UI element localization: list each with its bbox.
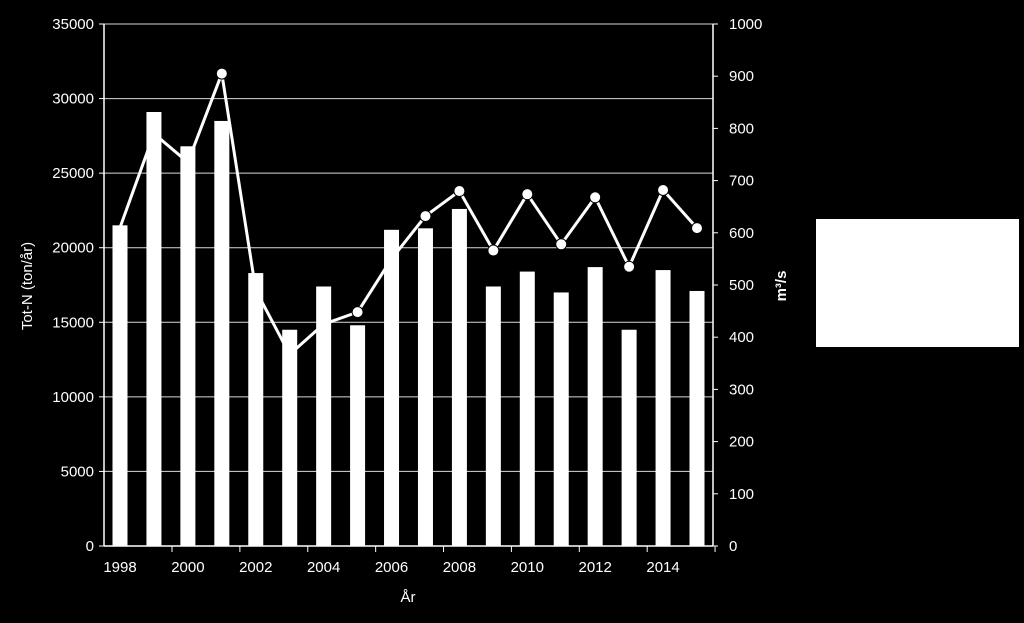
right-tick-label: 800 — [729, 120, 754, 137]
line-point — [623, 260, 636, 273]
line-point — [657, 183, 670, 196]
x-tick-label: 2012 — [578, 559, 611, 576]
line-point — [419, 210, 432, 223]
bar-series — [112, 111, 705, 547]
line-point — [453, 185, 466, 198]
bar — [282, 329, 298, 546]
right-tick-label: 0 — [729, 538, 737, 555]
right-axis-ticks: 0 100 200 300 400 500 600 700 800 900 1000 — [713, 16, 762, 555]
left-axis-ticks: 0 5000 10000 15000 20000 25000 30000 35000 — [52, 16, 104, 555]
legend-box — [816, 219, 1019, 347]
x-tick-label: 2006 — [375, 559, 408, 576]
x-tick-label: 2000 — [171, 559, 204, 576]
line-series — [118, 67, 703, 356]
left-tick-label: 35000 — [52, 16, 94, 33]
right-axis-label: m³/s — [773, 271, 790, 302]
bar — [689, 290, 705, 546]
line-point — [351, 306, 364, 319]
line-point — [521, 188, 534, 201]
right-tick-label: 400 — [729, 329, 754, 346]
right-tick-label: 300 — [729, 381, 754, 398]
left-tick-label: 30000 — [52, 91, 94, 108]
bar — [248, 273, 264, 546]
right-tick-label: 700 — [729, 173, 754, 190]
left-tick-label: 5000 — [61, 463, 94, 480]
line-point — [215, 67, 228, 80]
x-axis-ticks: 1998 2000 2002 2004 2006 2008 2010 2012 2014 — [103, 546, 716, 576]
right-tick-label: 100 — [729, 486, 754, 503]
bar — [451, 208, 467, 547]
bar — [655, 270, 671, 546]
line-path — [118, 72, 699, 356]
bar — [350, 325, 366, 546]
left-tick-label: 0 — [86, 538, 94, 555]
bar — [519, 271, 535, 546]
right-tick-label: 500 — [729, 277, 754, 294]
line-point — [589, 191, 602, 204]
x-tick-label: 2004 — [307, 559, 340, 576]
bar — [214, 120, 230, 546]
left-tick-label: 25000 — [52, 165, 94, 182]
gridlines — [104, 23, 713, 472]
bar — [384, 229, 400, 546]
left-tick-label: 10000 — [52, 389, 94, 406]
left-tick-label: 20000 — [52, 240, 94, 257]
right-tick-label: 600 — [729, 225, 754, 242]
line-point — [691, 222, 703, 235]
bar — [553, 292, 569, 546]
bar — [180, 146, 196, 546]
bar — [146, 111, 162, 546]
x-axis-label: År — [401, 589, 416, 606]
x-tick-label: 1998 — [103, 559, 136, 576]
bar — [417, 228, 433, 546]
line-point — [555, 238, 568, 251]
x-tick-label: 2008 — [443, 559, 476, 576]
x-tick-label: 2014 — [646, 559, 679, 576]
x-tick-label: 2002 — [239, 559, 272, 576]
left-tick-label: 15000 — [52, 314, 94, 331]
left-axis-label: Tot-N (ton/år) — [19, 242, 36, 330]
bar — [587, 267, 603, 546]
bar — [112, 225, 128, 547]
bar — [316, 286, 332, 546]
bar — [621, 329, 637, 546]
right-tick-label: 200 — [729, 434, 754, 451]
right-tick-label: 1000 — [729, 16, 762, 33]
bar — [485, 286, 501, 546]
right-tick-label: 900 — [729, 68, 754, 85]
x-tick-label: 2010 — [511, 559, 544, 576]
line-point — [487, 244, 500, 257]
